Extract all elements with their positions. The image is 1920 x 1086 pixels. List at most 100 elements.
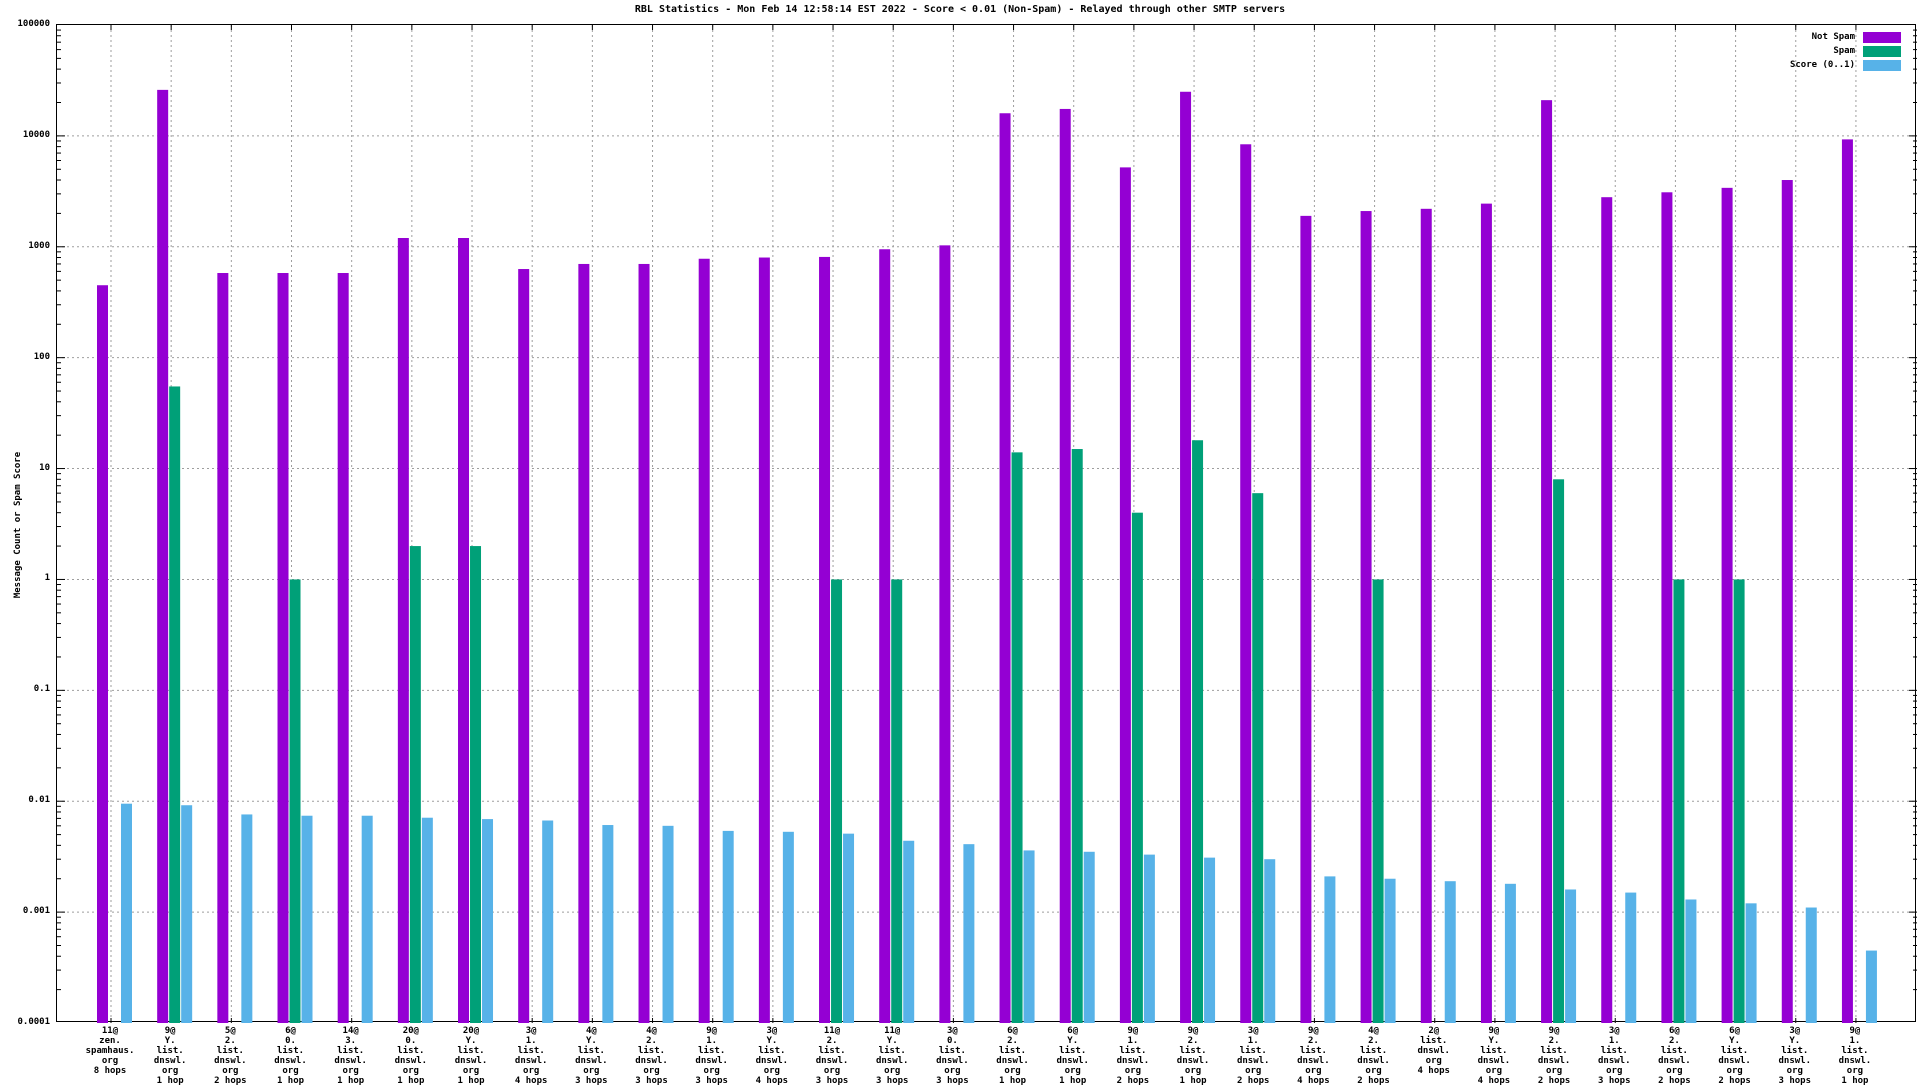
bar-score-0-1-: [843, 833, 855, 1023]
x-category-label: 9@ 1. list. dnswl. org 3 hops: [695, 1026, 728, 1086]
y-tick-label: 1000: [28, 240, 50, 251]
x-category-label: 4@ 2. list. dnswl. org 2 hops: [1357, 1026, 1390, 1086]
bar-spam: [891, 579, 903, 1023]
bar-spam: [1192, 440, 1204, 1023]
bar-score-0-1-: [1324, 876, 1336, 1023]
legend-row-score: Score (0..1): [1790, 60, 1901, 71]
bar-not-spam: [578, 263, 590, 1023]
bar-spam: [470, 546, 482, 1023]
y-tick-label: 100: [33, 351, 50, 362]
bar-not-spam: [217, 273, 229, 1023]
x-category-label: 6@ Y. list. dnswl. org 2 hops: [1718, 1026, 1751, 1086]
legend-row-not-spam: Not Spam: [1790, 32, 1901, 43]
x-category-label: 3@ 1. list. dnswl. org 2 hops: [1236, 1026, 1270, 1086]
chart-title: RBL Statistics - Mon Feb 14 12:58:14 EST…: [634, 4, 1286, 15]
bar-not-spam: [1240, 144, 1252, 1023]
bar-not-spam: [1541, 100, 1553, 1023]
y-tick-label: 0.001: [22, 906, 50, 917]
bar-not-spam: [277, 273, 289, 1023]
bar-not-spam: [1180, 91, 1192, 1023]
x-category-label: 9@ 1. list. dnswl. org 2 hops: [1116, 1026, 1150, 1086]
x-category-label: 14@ 3. list. dnswl. org 1 hop: [334, 1026, 367, 1086]
bar-score-0-1-: [121, 803, 132, 1023]
bar-score-0-1-: [722, 830, 734, 1023]
bar-spam: [1252, 493, 1264, 1023]
bar-score-0-1-: [241, 814, 253, 1023]
bar-score-0-1-: [1565, 889, 1577, 1023]
bar-score-0-1-: [963, 844, 975, 1023]
x-category-label: 2@ list. dnswl. org 4 hops: [1417, 1026, 1450, 1076]
legend-swatch-not-spam: [1863, 32, 1901, 43]
bar-not-spam: [1721, 187, 1733, 1023]
bar-score-0-1-: [1204, 857, 1216, 1023]
bar-score-0-1-: [1805, 907, 1817, 1023]
bar-spam: [1733, 579, 1745, 1023]
bar-spam: [289, 579, 301, 1023]
bar-score-0-1-: [1504, 883, 1516, 1023]
bar-not-spam: [1601, 197, 1613, 1023]
bar-spam: [409, 546, 421, 1023]
x-category-label: 5@ 2. list. dnswl. org 2 hops: [214, 1026, 247, 1086]
bar-not-spam: [999, 113, 1011, 1023]
bar-spam: [1372, 579, 1384, 1023]
bar-score-0-1-: [1685, 899, 1697, 1023]
x-category-label: 3@ 0. list. dnswl. org 3 hops: [936, 1026, 969, 1086]
bar-score-0-1-: [482, 819, 494, 1023]
bar-not-spam: [1300, 215, 1312, 1023]
x-category-label: 11@ 2. list. dnswl. org 3 hops: [815, 1026, 849, 1086]
plot-area: Not Spam Spam Score (0..1): [56, 24, 1917, 1023]
bar-not-spam: [1480, 203, 1492, 1023]
x-category-label: 9@ Y. list. dnswl. org 1 hop: [153, 1026, 187, 1086]
bar-score-0-1-: [1625, 892, 1637, 1023]
bar-score-0-1-: [1023, 850, 1035, 1023]
bar-not-spam: [1119, 167, 1131, 1023]
bar-score-0-1-: [181, 805, 193, 1023]
bar-not-spam: [1420, 208, 1432, 1023]
x-category-label: 20@ Y. list. dnswl. org 1 hop: [454, 1026, 488, 1086]
bar-not-spam: [1059, 108, 1071, 1023]
bar-not-spam: [518, 269, 530, 1023]
x-category-label: 6@ 0. list. dnswl. org 1 hop: [274, 1026, 307, 1086]
bar-spam: [1071, 449, 1083, 1023]
bar-score-0-1-: [1143, 854, 1155, 1023]
x-category-label: 9@ 1. list. dnswl. org 1 hop: [1838, 1026, 1872, 1086]
bar-score-0-1-: [602, 825, 614, 1023]
bars-canvas: [57, 25, 1917, 1023]
bar-not-spam: [397, 237, 409, 1023]
bar-spam: [1553, 479, 1565, 1023]
y-tick-label: 100000: [17, 19, 50, 29]
x-category-label: 4@ 2. list. dnswl. org 3 hops: [635, 1026, 668, 1086]
bar-spam: [1131, 512, 1143, 1023]
bar-score-0-1-: [421, 817, 433, 1023]
bar-score-0-1-: [1444, 881, 1456, 1023]
bar-score-0-1-: [1384, 878, 1396, 1023]
bar-not-spam: [458, 237, 470, 1023]
x-category-label: 9@ 2. list. dnswl. org 1 hop: [1176, 1026, 1210, 1086]
bar-not-spam: [1841, 139, 1853, 1023]
bar-score-0-1-: [1083, 851, 1095, 1023]
bar-score-0-1-: [542, 820, 554, 1023]
legend-label-score: Score (0..1): [1789, 60, 1855, 70]
legend-label-not-spam: Not Spam: [1811, 32, 1855, 42]
bar-not-spam: [1781, 180, 1793, 1023]
x-category-label: 3@ Y. list. dnswl. org 4 hops: [755, 1026, 789, 1086]
bar-not-spam: [939, 245, 951, 1023]
bar-score-0-1-: [1745, 903, 1757, 1023]
x-category-label: 9@ Y. list. dnswl. org 4 hops: [1477, 1026, 1511, 1086]
y-tick-label: 10: [39, 462, 50, 473]
bar-not-spam: [97, 285, 108, 1023]
bar-score-0-1-: [662, 825, 674, 1023]
x-category-label: 11@ Y. list. dnswl. org 3 hops: [875, 1026, 909, 1086]
bar-spam: [1011, 452, 1023, 1023]
bar-not-spam: [1360, 211, 1372, 1023]
x-category-label: 9@ 2. list. dnswl. org 2 hops: [1537, 1026, 1571, 1086]
bar-not-spam: [157, 89, 169, 1023]
x-category-label: 3@ 1. list. dnswl. org 4 hops: [514, 1026, 548, 1086]
bar-score-0-1-: [361, 815, 373, 1023]
y-tick-label: 0.0001: [17, 1017, 50, 1027]
bar-spam: [1673, 579, 1685, 1023]
legend-swatch-spam: [1863, 46, 1901, 57]
x-category-label: 20@ 0. list. dnswl. org 1 hop: [394, 1026, 428, 1086]
x-category-label: 9@ 2. list. dnswl. org 4 hops: [1297, 1026, 1330, 1086]
bar-score-0-1-: [301, 815, 313, 1023]
